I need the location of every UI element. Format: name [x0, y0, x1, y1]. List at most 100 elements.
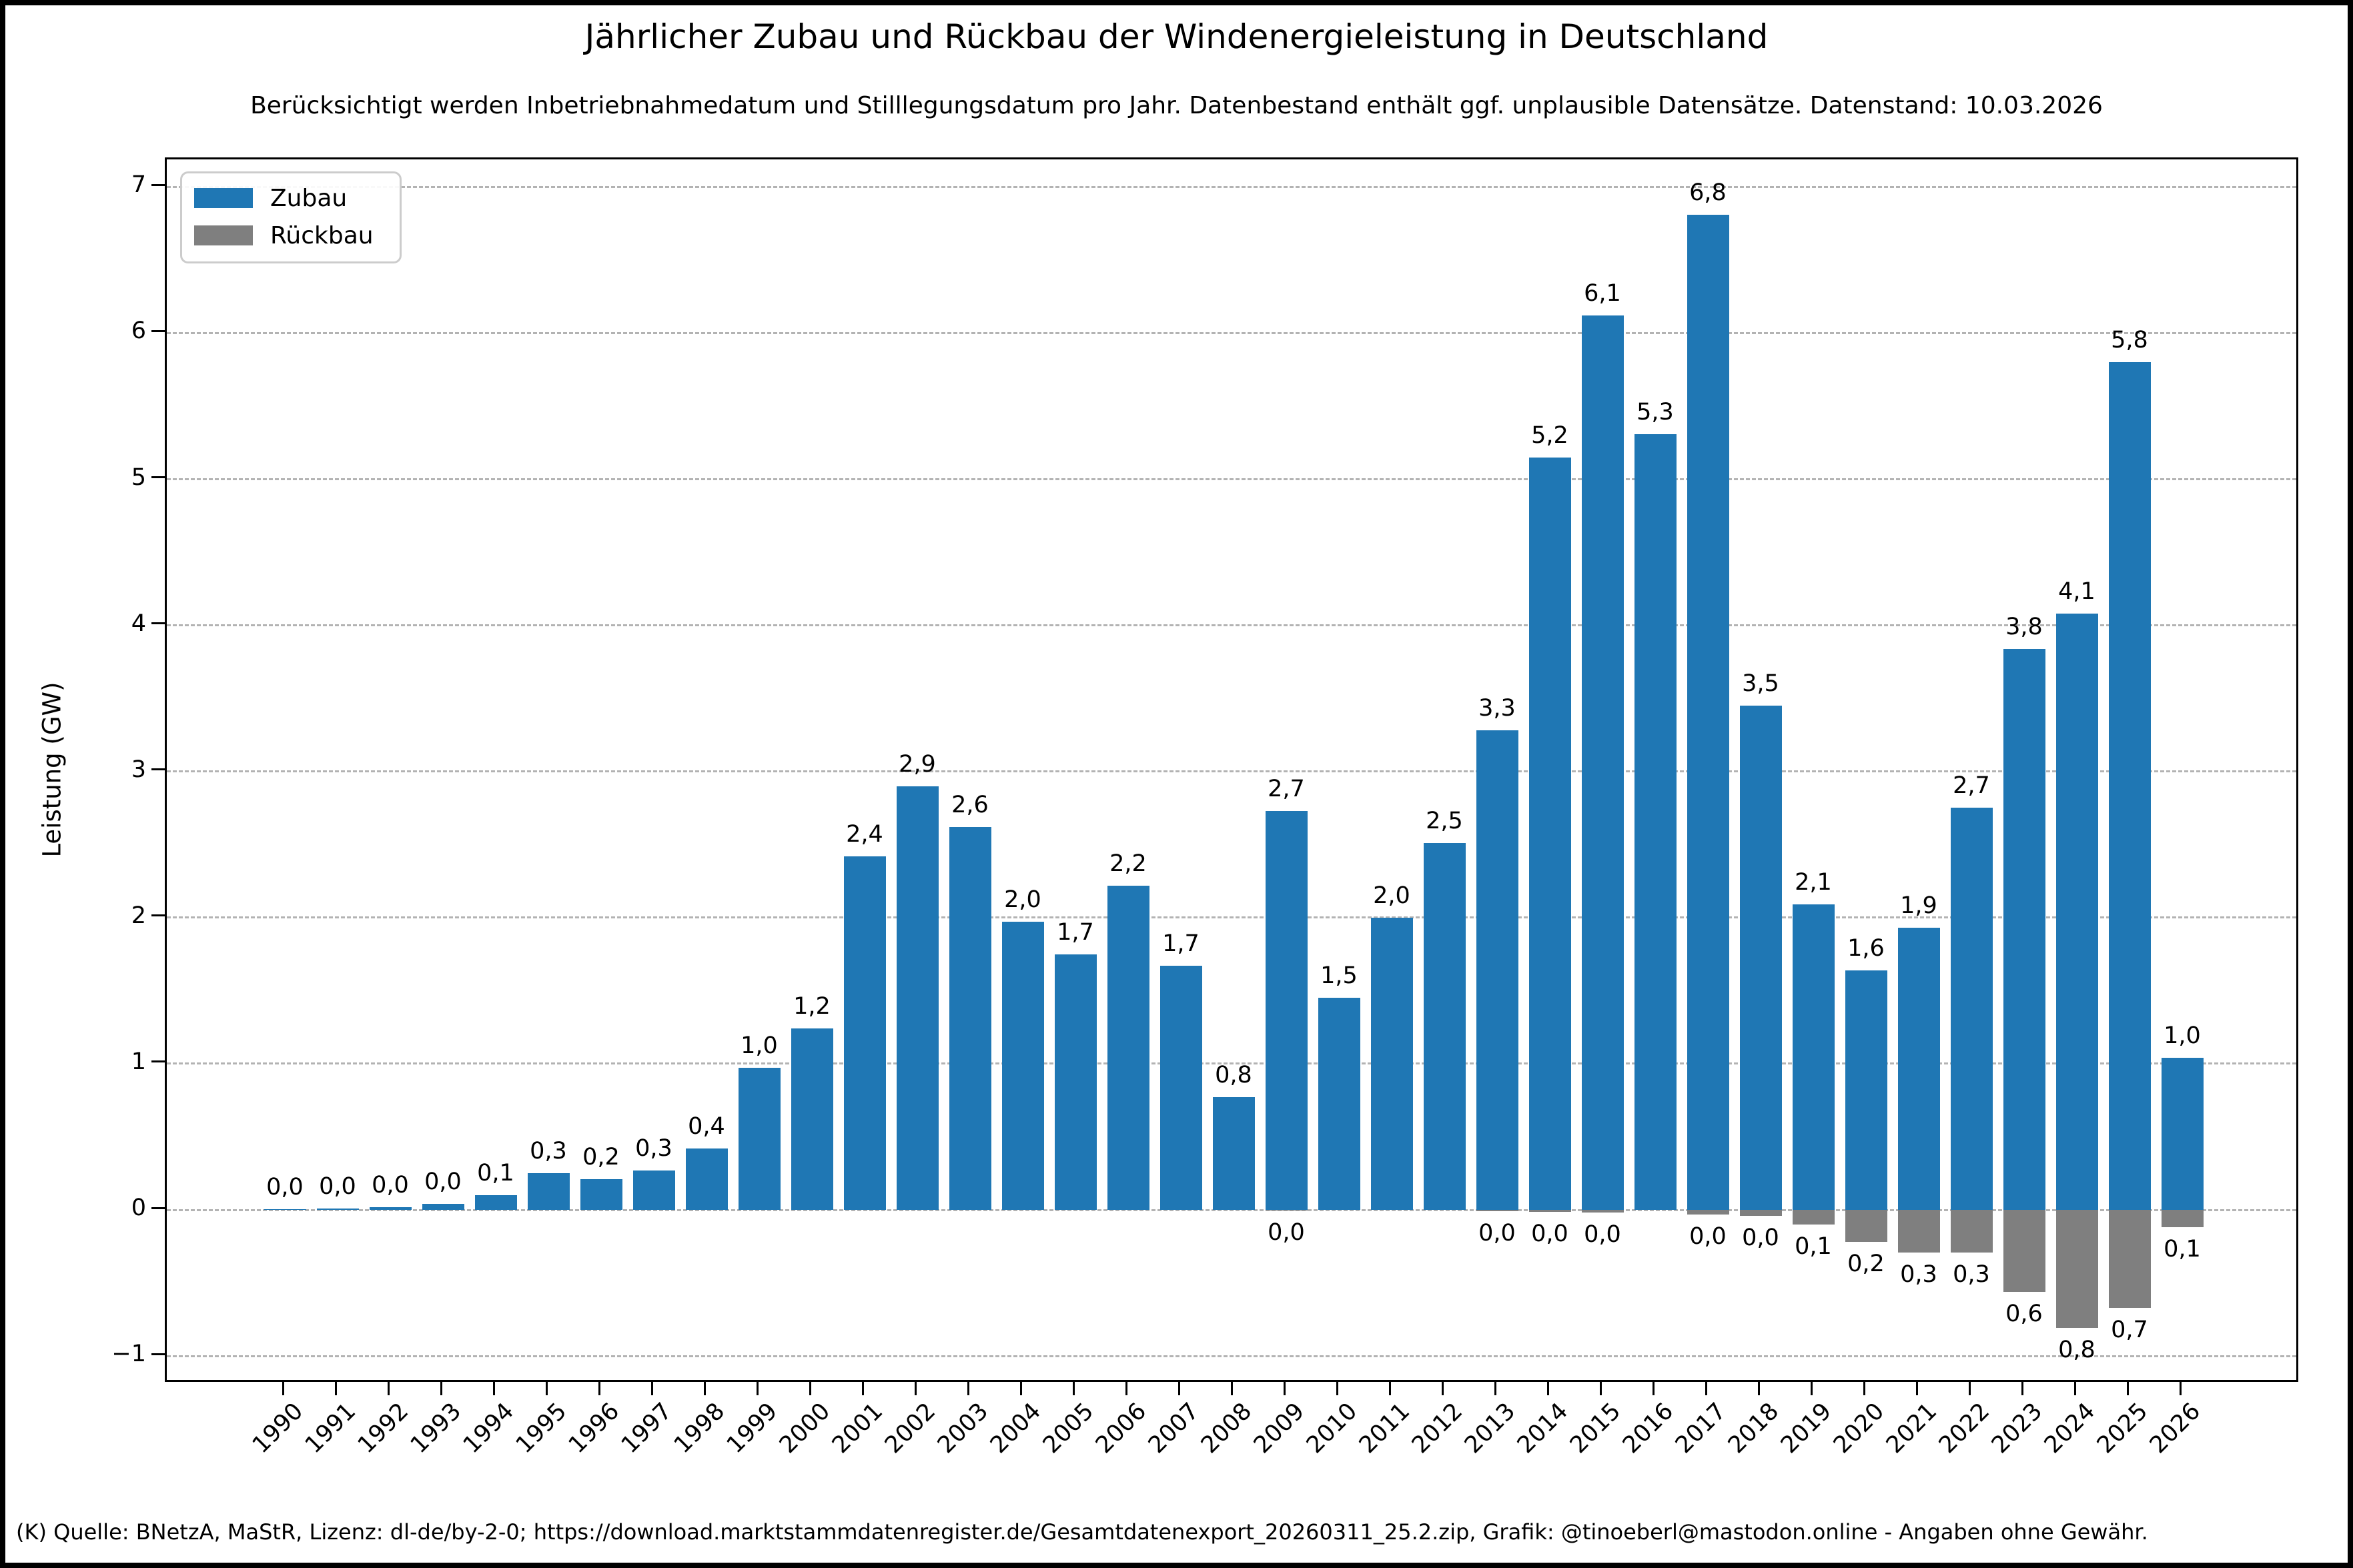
- zubau-bar: [1159, 966, 1202, 1210]
- gridline-y-4: [167, 624, 2296, 627]
- x-tickmark: [1072, 1382, 1075, 1395]
- zubau-bar: [580, 1179, 622, 1210]
- y-tick-label: 1: [131, 1048, 146, 1075]
- zubau-bar: [949, 827, 991, 1210]
- x-tickmark: [1230, 1382, 1233, 1395]
- zubau-bar: [1054, 954, 1097, 1210]
- x-tickmark: [650, 1382, 653, 1395]
- rueckbau-bar: [2055, 1210, 2098, 1328]
- zubau-value-label: 1,2: [793, 993, 831, 1020]
- rueckbau-value-label: 0,8: [2058, 1337, 2095, 1363]
- zubau-value-label: 1,7: [1162, 930, 1200, 957]
- rueckbau-bar: [1528, 1210, 1571, 1212]
- zubau-value-label: 6,8: [1689, 179, 1727, 206]
- zubau-value-label: 0,0: [372, 1172, 409, 1199]
- x-tickmark: [1494, 1382, 1496, 1395]
- x-tickmark: [1178, 1382, 1180, 1395]
- zubau-value-label: 0,0: [266, 1174, 304, 1201]
- x-tickmark: [545, 1382, 548, 1395]
- gridline-y-5: [167, 478, 2296, 480]
- rueckbau-value-label: 0,3: [1900, 1261, 1937, 1288]
- zubau-value-label: 5,2: [1531, 422, 1568, 449]
- zubau-bar: [1370, 918, 1413, 1210]
- zubau-value-label: 1,7: [1057, 919, 1094, 946]
- x-tickmark: [967, 1382, 969, 1395]
- y-tickmark: [151, 183, 165, 186]
- zubau-bar: [2161, 1058, 2204, 1210]
- zubau-bar: [738, 1068, 781, 1210]
- zubau-bar: [632, 1170, 675, 1210]
- rueckbau-value-label: 0,1: [1795, 1233, 1832, 1260]
- zubau-value-label: 2,6: [951, 792, 989, 818]
- rueckbau-bar: [1739, 1210, 1782, 1216]
- legend-label-zubau: Zubau: [270, 184, 348, 212]
- x-tickmark: [1968, 1382, 1971, 1395]
- chart-title: Jährlicher Zubau und Rückbau der Windene…: [584, 17, 1769, 56]
- rueckbau-bar: [1950, 1210, 1993, 1253]
- rueckbau-bar: [1581, 1210, 1624, 1213]
- rueckbau-bar: [1265, 1210, 1308, 1211]
- rueckbau-bar: [1897, 1210, 1940, 1253]
- zubau-value-label: 2,5: [1426, 808, 1463, 834]
- zubau-bar: [1212, 1097, 1255, 1210]
- x-tickmark: [914, 1382, 917, 1395]
- gridline-y-0: [167, 1209, 2296, 1211]
- zubau-bar: [1001, 922, 1044, 1210]
- x-tickmark: [1388, 1382, 1391, 1395]
- rueckbau-bar: [1845, 1210, 1887, 1242]
- rueckbau-bar: [2108, 1210, 2151, 1308]
- y-tick-label: 3: [131, 756, 146, 783]
- zubau-bar: [2003, 649, 2045, 1210]
- zubau-bar: [2108, 362, 2151, 1210]
- zubau-value-label: 0,3: [635, 1135, 672, 1162]
- y-tick-label: 6: [131, 317, 146, 345]
- x-tickmark: [703, 1382, 706, 1395]
- zubau-value-label: 0,0: [319, 1173, 356, 1200]
- legend-swatch-zubau: [194, 188, 253, 208]
- zubau-bar: [1950, 808, 1993, 1210]
- zubau-bar: [1107, 886, 1149, 1210]
- zubau-bar: [896, 786, 939, 1210]
- zubau-value-label: 1,6: [1847, 935, 1885, 962]
- zubau-value-label: 2,7: [1953, 772, 1990, 799]
- rueckbau-bar: [1687, 1210, 1729, 1215]
- zubau-value-label: 1,0: [2164, 1022, 2201, 1049]
- zubau-value-label: 2,4: [846, 821, 883, 848]
- zubau-bar: [1739, 706, 1782, 1210]
- x-tickmark: [492, 1382, 495, 1395]
- x-tickmark: [1863, 1382, 1865, 1395]
- zubau-value-label: 2,7: [1268, 776, 1305, 802]
- zubau-bar: [264, 1209, 306, 1210]
- x-tickmark: [282, 1382, 284, 1395]
- x-tickmark: [440, 1382, 442, 1395]
- x-tickmark: [1441, 1382, 1444, 1395]
- zubau-bar: [1634, 434, 1677, 1210]
- zubau-bar: [527, 1173, 570, 1210]
- gridline-y-7: [167, 185, 2296, 188]
- legend-entry-rueckbau: Rückbau: [182, 220, 374, 251]
- y-tickmark: [151, 768, 165, 771]
- zubau-bar: [685, 1148, 728, 1210]
- x-tickmark: [1810, 1382, 1813, 1395]
- x-tickmark: [1125, 1382, 1127, 1395]
- x-tickmark: [2073, 1382, 2076, 1395]
- y-tick-label: 7: [131, 171, 146, 199]
- zubau-bar: [422, 1204, 464, 1210]
- rueckbau-bar: [1476, 1210, 1518, 1211]
- rueckbau-bar: [1792, 1210, 1835, 1225]
- x-tickmark: [387, 1382, 390, 1395]
- rueckbau-value-label: 0,6: [2005, 1301, 2043, 1327]
- zubau-bar: [1423, 843, 1466, 1210]
- rueckbau-value-label: 0,7: [2111, 1317, 2148, 1343]
- zubau-bar: [369, 1207, 412, 1210]
- x-tickmark: [2126, 1382, 2129, 1395]
- y-tickmark: [151, 914, 165, 917]
- y-tick-label: 2: [131, 902, 146, 929]
- zubau-bar: [1897, 928, 1940, 1210]
- zubau-value-label: 0,8: [1215, 1062, 1252, 1088]
- x-tickmark: [1546, 1382, 1549, 1395]
- legend-swatch-rueckbau: [194, 225, 253, 245]
- zubau-value-label: 1,9: [1900, 892, 1937, 919]
- zubau-bar: [1581, 315, 1624, 1210]
